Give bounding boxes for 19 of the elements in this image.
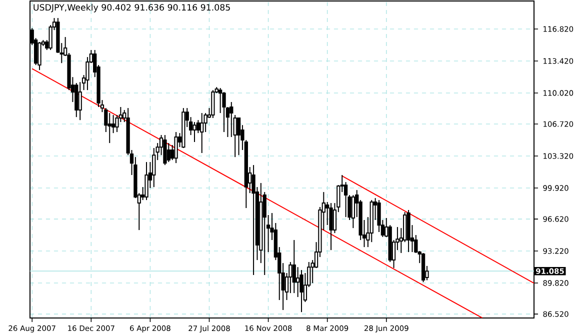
candlestick [78, 82, 82, 121]
candlestick [300, 270, 304, 313]
candlestick [329, 202, 333, 251]
candlestick [292, 240, 296, 294]
candlestick [211, 90, 215, 119]
candlestick [192, 122, 196, 143]
candlestick [166, 142, 170, 163]
candlestick [200, 112, 204, 154]
candlestick [230, 102, 234, 138]
candlestick [377, 200, 381, 233]
candlestick [144, 162, 148, 201]
candlestick [174, 132, 178, 164]
candlestick [296, 266, 300, 298]
candlestick [236, 118, 241, 156]
candlestick [252, 164, 256, 276]
candlestick [38, 42, 42, 71]
candlestick [222, 92, 226, 133]
candlestick [163, 134, 167, 166]
chart-title: USDJPY,Weekly 90.402 91.636 90.116 91.085 [34, 4, 230, 12]
